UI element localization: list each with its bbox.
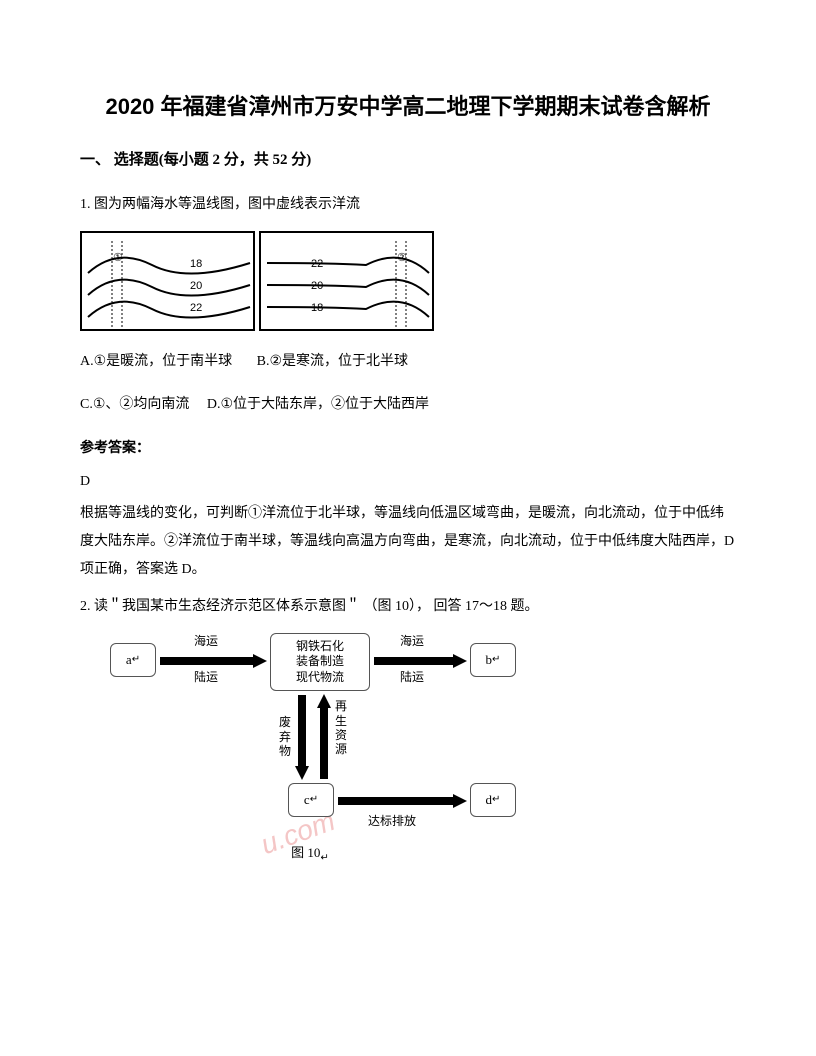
iso-label: 18: [311, 302, 323, 314]
node-a: a↵: [110, 643, 156, 677]
label-haiyun1: 海运: [194, 631, 218, 653]
q2-stem: 2. 读＂我国某市生态经济示范区体系示意图＂ （图 10）， 回答 17～18 …: [80, 594, 736, 619]
iso-label: 22: [190, 302, 202, 314]
q1-optD: D.①位于大陆东岸，②位于大陆西岸: [207, 397, 429, 412]
iso-label: 20: [311, 280, 323, 292]
iso-label: 20: [190, 280, 202, 292]
label-haiyun2: 海运: [400, 631, 424, 653]
node-d: d↵: [470, 783, 516, 817]
q1-optB: B.②是寒流，位于北半球: [257, 354, 408, 369]
q1-answer: D: [80, 469, 736, 494]
chart-left-marker: ①: [113, 252, 123, 264]
iso-label: 18: [190, 258, 202, 270]
label-luyun2: 陆运: [400, 667, 424, 689]
iso-label: 22: [311, 258, 323, 270]
node-b: b↵: [470, 643, 516, 677]
node-c: c↵: [288, 783, 334, 817]
q1-options-row1: A.①是暖流，位于南半球 B.②是寒流，位于北半球: [80, 349, 736, 374]
label-dabiao: 达标排放: [368, 811, 416, 833]
page-title: 2020 年福建省漳州市万安中学高二地理下学期期末试卷含解析: [80, 90, 736, 123]
label-luyun1: 陆运: [194, 667, 218, 689]
chart-right: ② 22 20 18: [259, 231, 434, 331]
q1-isotherm-charts: ① 18 20 22 ② 22 20 18: [80, 231, 736, 331]
node-center: 钢铁石化装备制造现代物流: [270, 633, 370, 691]
q1-optA: A.①是暖流，位于南半球: [80, 354, 232, 369]
answer-label: 参考答案：: [80, 436, 736, 461]
q1-optC: C.①、②均向南流: [80, 397, 189, 412]
q1-options-row2: C.①、②均向南流 D.①位于大陆东岸，②位于大陆西岸: [80, 392, 736, 417]
chart-right-marker: ②: [397, 252, 407, 264]
q1-explanation: 根据等温线的变化，可判断①洋流位于北半球，等温线向低温区域弯曲，是暖流，向北流动…: [80, 500, 736, 584]
q1-stem: 1. 图为两幅海水等温线图，图中虚线表示洋流: [80, 192, 736, 217]
diagram-caption: 图 10↵: [110, 841, 510, 868]
label-feiqiwu: 废弃物: [278, 715, 292, 758]
label-zaisheng: 再生资源: [334, 699, 348, 757]
chart-left: ① 18 20 22: [80, 231, 255, 331]
section-header: 一、 选择题(每小题 2 分，共 52 分): [80, 147, 736, 174]
q2-diagram: u.com a↵ 钢铁石化装备制造现代物流 b↵ c↵ d↵ 海运 陆运 海运 …: [110, 633, 630, 863]
